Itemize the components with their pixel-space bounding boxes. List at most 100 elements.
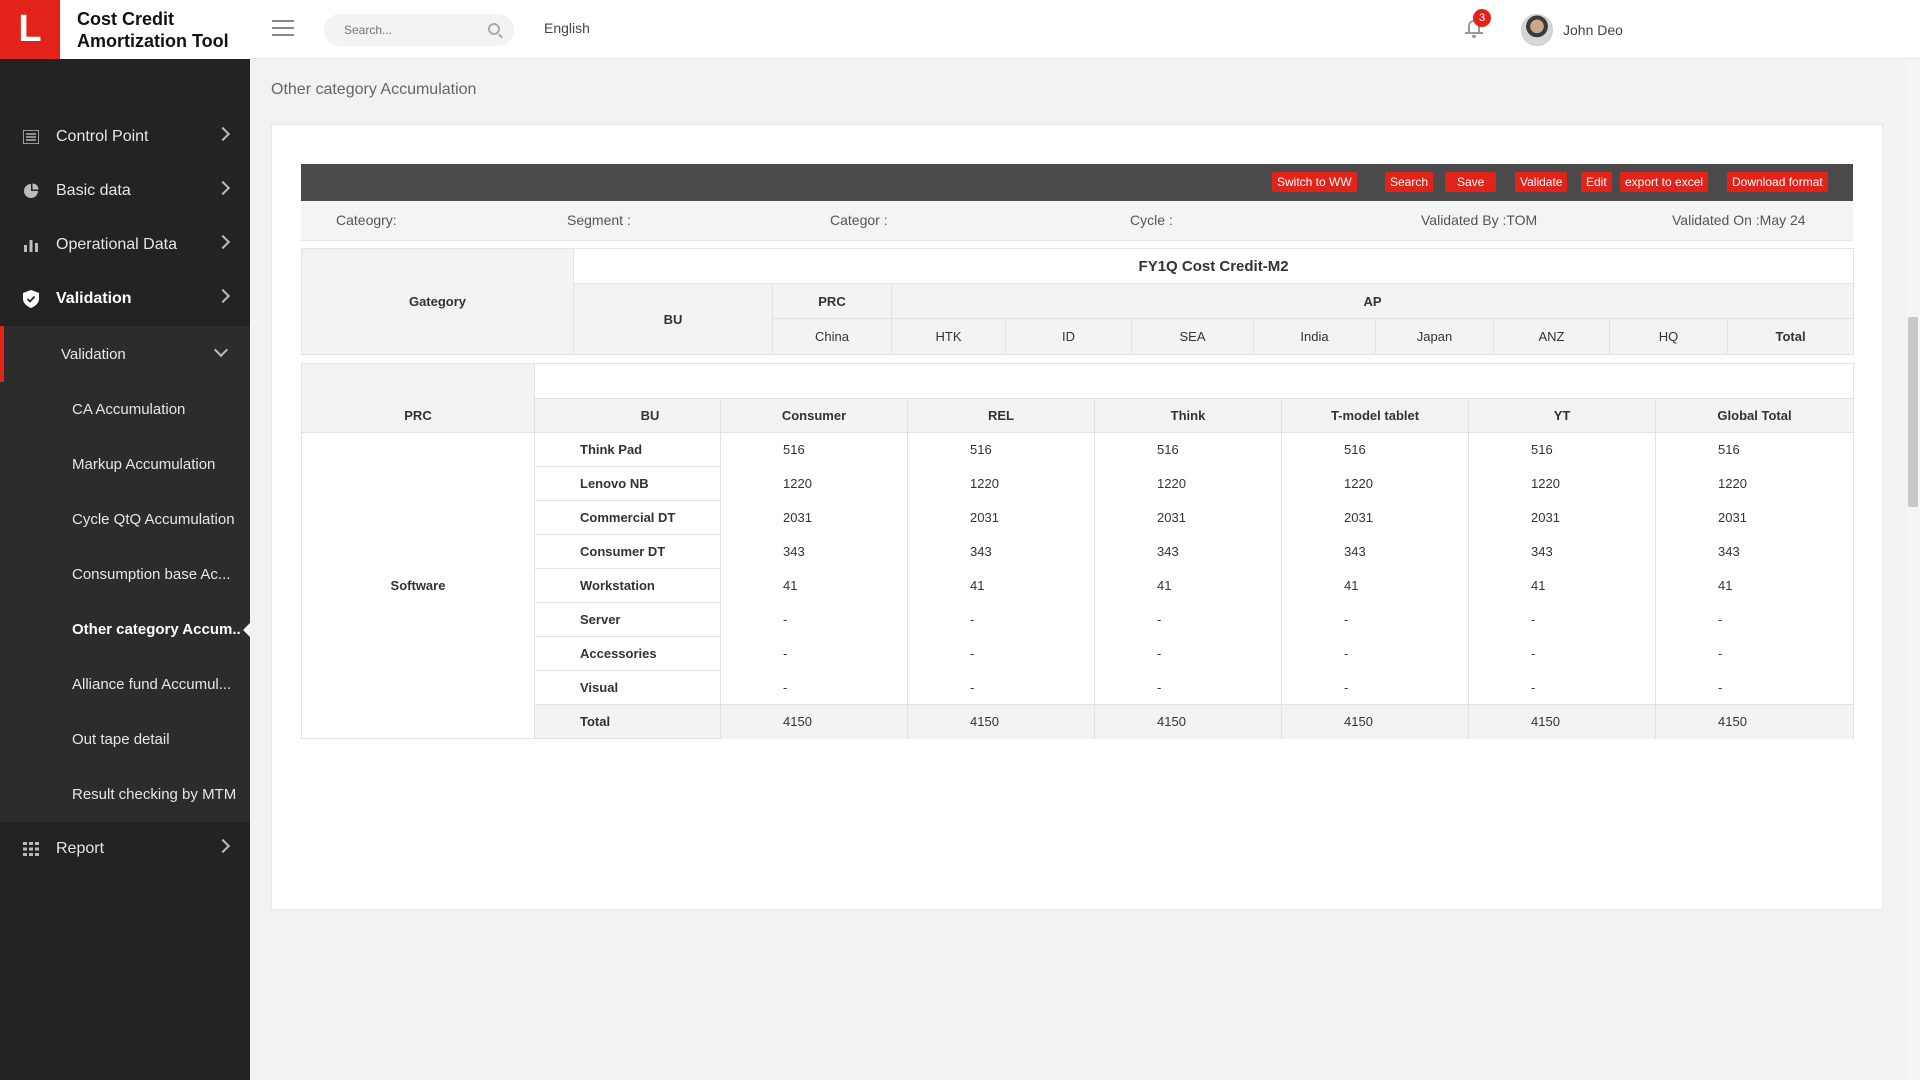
value-cell[interactable]: 4150 — [907, 704, 1095, 739]
value-cell[interactable]: - — [907, 670, 1095, 705]
value-cell[interactable]: 41 — [1094, 568, 1282, 603]
top-header: English — [250, 0, 1920, 59]
value-cell[interactable]: 41 — [907, 568, 1095, 603]
value-cell[interactable]: - — [1468, 636, 1656, 671]
value-cell[interactable]: 343 — [1468, 534, 1656, 569]
value-cell[interactable]: 4150 — [1654, 704, 1855, 739]
category-filter[interactable]: Cateogry: — [336, 212, 397, 228]
table-row: Total 4150 4150 4150 4150 4150 4150 — [302, 704, 1855, 739]
brand[interactable]: L Cost Credit Amortization Tool — [0, 0, 250, 59]
value-cell[interactable]: 343 — [907, 534, 1095, 569]
validated-by: Validated By :TOM — [1421, 212, 1538, 228]
value-cell[interactable]: - — [1281, 602, 1469, 637]
value-cell[interactable]: 2031 — [1281, 500, 1469, 535]
categor-filter[interactable]: Categor : — [830, 212, 888, 228]
value-cell[interactable]: 1220 — [1281, 466, 1469, 501]
value-cell[interactable]: - — [907, 636, 1095, 671]
submenu-item-ca-accumulation[interactable]: CA Accumulation — [72, 401, 186, 418]
submenu-item-alliance-fund[interactable]: Alliance fund Accumul... — [72, 676, 232, 693]
hamburger-menu-icon[interactable] — [272, 20, 294, 36]
value-cell[interactable]: 1220 — [1654, 466, 1855, 501]
prc-group-label: PRC — [301, 363, 535, 433]
export-excel-button[interactable]: export to excel — [1620, 172, 1709, 192]
value-cell[interactable]: 2031 — [907, 500, 1095, 535]
value-cell[interactable]: - — [720, 636, 908, 671]
sidebar-item-validation[interactable]: Validation — [0, 272, 250, 326]
value-cell[interactable]: 516 — [1468, 432, 1656, 467]
value-cell[interactable]: 41 — [720, 568, 908, 603]
value-cell[interactable]: 1220 — [907, 466, 1095, 501]
value-cell[interactable]: 4150 — [1281, 704, 1469, 739]
sidebar-item-report[interactable]: Report — [0, 822, 250, 876]
value-cell[interactable]: 41 — [1281, 568, 1469, 603]
value-cell[interactable]: - — [1094, 670, 1282, 705]
segment-filter[interactable]: Segment : — [567, 212, 631, 228]
value-cell[interactable]: 4150 — [1094, 704, 1282, 739]
submenu-item-result-checking[interactable]: Result checking by MTM — [72, 786, 237, 803]
search-icon[interactable] — [488, 23, 500, 35]
validated-on: Validated On :May 24 — [1672, 212, 1806, 228]
switch-to-ww-button[interactable]: Switch to WW — [1272, 172, 1357, 192]
download-format-button[interactable]: Download format — [1727, 172, 1828, 192]
list-icon — [22, 128, 40, 146]
value-cell[interactable]: 516 — [720, 432, 908, 467]
value-cell[interactable]: - — [1654, 670, 1855, 705]
submenu-item-other-category[interactable]: Other category Accum.. — [0, 602, 250, 657]
search-input[interactable] — [344, 23, 484, 37]
region-anz: ANZ — [1493, 318, 1610, 355]
value-cell[interactable]: - — [1468, 602, 1656, 637]
value-cell[interactable]: - — [1468, 670, 1656, 705]
value-cell[interactable]: - — [1654, 602, 1855, 637]
edit-button[interactable]: Edit — [1581, 172, 1612, 192]
value-cell[interactable]: 1220 — [1468, 466, 1656, 501]
value-cell[interactable]: 2031 — [1468, 500, 1656, 535]
language-selector[interactable]: English — [544, 20, 590, 36]
value-cell[interactable]: 1220 — [1094, 466, 1282, 501]
value-cell[interactable]: 41 — [1654, 568, 1855, 603]
validate-button[interactable]: Validate — [1515, 172, 1568, 192]
bu-cell: Consumer DT — [534, 534, 721, 569]
avatar[interactable] — [1521, 14, 1553, 46]
value-cell[interactable]: 343 — [1094, 534, 1282, 569]
value-cell[interactable]: 2031 — [1094, 500, 1282, 535]
scrollbar-thumb[interactable] — [1908, 317, 1918, 507]
cycle-filter[interactable]: Cycle : — [1130, 212, 1173, 228]
submenu-item-cycle-qtq-accumulation[interactable]: Cycle QtQ Accumulation — [72, 511, 235, 528]
region-japan: Japan — [1375, 318, 1494, 355]
value-cell[interactable]: - — [720, 670, 908, 705]
value-cell[interactable]: - — [1281, 670, 1469, 705]
submenu-item-consumption-base[interactable]: Consumption base Ac... — [72, 566, 231, 583]
value-cell[interactable]: 516 — [1281, 432, 1469, 467]
user-name[interactable]: John Deo — [1563, 22, 1623, 38]
bu-cell: Visual — [534, 670, 721, 705]
save-button[interactable]: Save — [1445, 172, 1497, 192]
value-cell[interactable]: 2031 — [720, 500, 908, 535]
value-cell[interactable]: 516 — [1654, 432, 1855, 467]
value-cell[interactable]: 4150 — [1468, 704, 1656, 739]
value-cell[interactable]: - — [1281, 636, 1469, 671]
search-button[interactable]: Search — [1385, 172, 1434, 192]
submenu-validation[interactable]: Validation — [0, 326, 250, 382]
value-cell[interactable]: 516 — [1094, 432, 1282, 467]
submenu-item-markup-accumulation[interactable]: Markup Accumulation — [72, 456, 216, 473]
value-cell[interactable]: 516 — [907, 432, 1095, 467]
table-row: Visual - - - - - - — [302, 670, 1855, 705]
scrollbar-track[interactable] — [1906, 62, 1920, 1080]
sidebar-item-operational-data[interactable]: Operational Data — [0, 218, 250, 272]
sidebar-item-basic-data[interactable]: Basic data — [0, 164, 250, 218]
value-cell[interactable]: 2031 — [1654, 500, 1855, 535]
value-cell[interactable]: - — [1094, 602, 1282, 637]
value-cell[interactable]: - — [1094, 636, 1282, 671]
value-cell[interactable]: 4150 — [720, 704, 908, 739]
value-cell[interactable]: 343 — [720, 534, 908, 569]
value-cell[interactable]: - — [1654, 636, 1855, 671]
value-cell[interactable]: 41 — [1468, 568, 1656, 603]
value-cell[interactable]: - — [720, 602, 908, 637]
value-cell[interactable]: 343 — [1654, 534, 1855, 569]
column-header-bu: BU — [534, 398, 721, 433]
submenu-item-out-tape-detail[interactable]: Out tape detail — [72, 731, 170, 748]
value-cell[interactable]: 1220 — [720, 466, 908, 501]
value-cell[interactable]: - — [907, 602, 1095, 637]
sidebar-item-control-point[interactable]: Control Point — [0, 110, 250, 164]
value-cell[interactable]: 343 — [1281, 534, 1469, 569]
